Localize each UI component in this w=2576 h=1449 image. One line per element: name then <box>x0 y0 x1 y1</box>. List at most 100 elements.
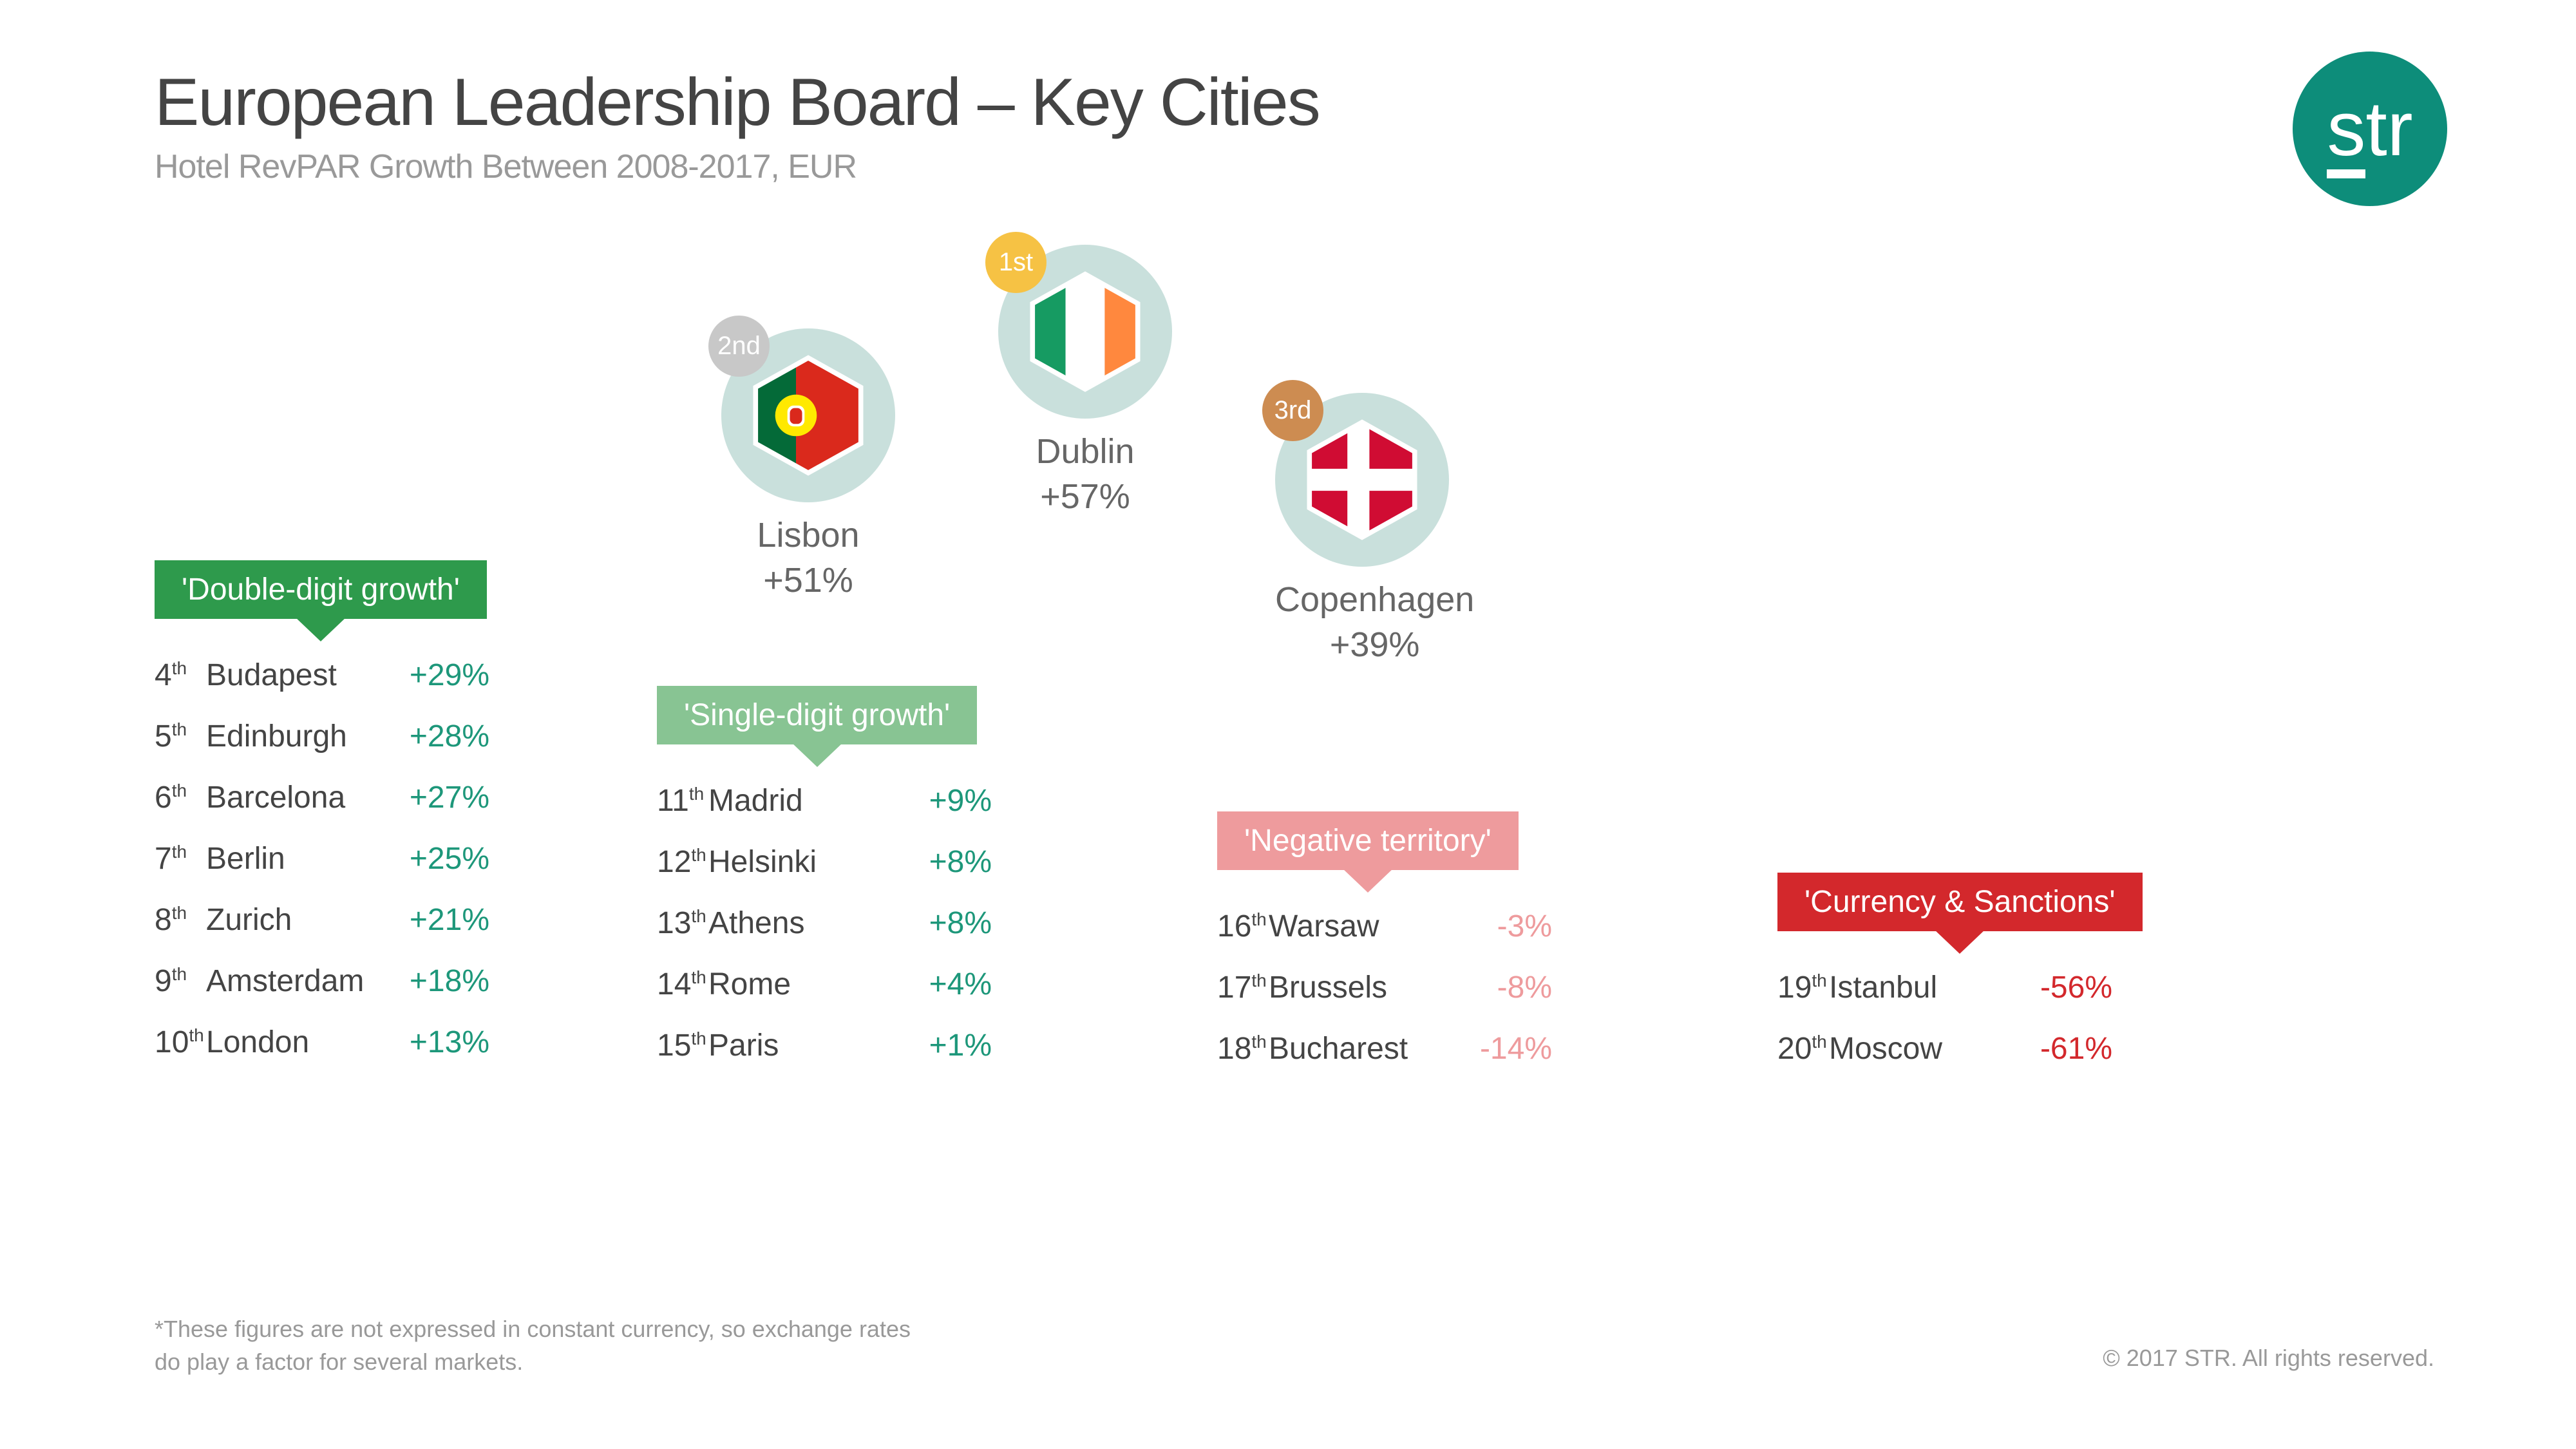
rank: 15th <box>657 1028 708 1063</box>
growth-value: +18% <box>393 963 489 999</box>
rank: 11th <box>657 783 708 819</box>
city-name: London <box>206 1025 393 1060</box>
category-header: 'Single-digit growth' <box>657 686 977 744</box>
city-row: 9th Amsterdam +18% <box>155 963 489 999</box>
rank: 7th <box>155 841 206 876</box>
category-block: 'Double-digit growth' 4th Budapest +29% … <box>155 560 489 1086</box>
chevron-down-icon <box>1934 929 1985 954</box>
growth-value: +28% <box>393 719 489 754</box>
city-row: 4th Budapest +29% <box>155 658 489 693</box>
category-block: 'Single-digit growth' 11th Madrid +9% 12… <box>657 686 992 1089</box>
city-row: 14th Rome +4% <box>657 967 992 1002</box>
city-name: Warsaw <box>1269 909 1455 944</box>
city-name: Zurich <box>206 902 393 938</box>
city-row: 19th Istanbul -56% <box>1777 970 2143 1005</box>
podium-value: +57% <box>998 477 1172 516</box>
city-row: 5th Edinburgh +28% <box>155 719 489 754</box>
city-name: Berlin <box>206 841 393 876</box>
city-row: 16th Warsaw -3% <box>1217 909 1552 944</box>
rank: 4th <box>155 658 206 693</box>
category-list: 19th Istanbul -56% 20th Moscow -61% <box>1777 970 2143 1066</box>
rank: 16th <box>1217 909 1269 944</box>
city-name: Edinburgh <box>206 719 393 754</box>
category-block: 'Negative territory' 16th Warsaw -3% 17t… <box>1217 811 1552 1092</box>
growth-value: +8% <box>895 905 992 941</box>
flag-icon <box>1301 419 1423 541</box>
city-name: Istanbul <box>1829 970 2016 1005</box>
growth-value: +29% <box>393 658 489 693</box>
city-row: 18th Bucharest -14% <box>1217 1031 1552 1066</box>
growth-value: +21% <box>393 902 489 938</box>
city-row: 20th Moscow -61% <box>1777 1031 2143 1066</box>
city-name: Brussels <box>1269 970 1455 1005</box>
city-name: Budapest <box>206 658 393 693</box>
growth-value: +9% <box>895 783 992 819</box>
city-name: Madrid <box>708 783 895 819</box>
city-row: 11th Madrid +9% <box>657 783 992 819</box>
rank: 18th <box>1217 1031 1269 1066</box>
rank: 12th <box>657 844 708 880</box>
city-name: Athens <box>708 905 895 941</box>
chevron-down-icon <box>295 617 346 641</box>
category-header: 'Double-digit growth' <box>155 560 487 619</box>
growth-value: +4% <box>895 967 992 1002</box>
footnote: *These figures are not expressed in cons… <box>155 1313 911 1378</box>
podium-item: 1st Dublin +57% <box>998 245 1172 516</box>
category-header: 'Currency & Sanctions' <box>1777 873 2143 931</box>
flag-icon <box>1024 270 1146 393</box>
podium-item: 2nd Lisbon +51% <box>721 328 895 600</box>
city-row: 6th Barcelona +27% <box>155 780 489 815</box>
page-subtitle: Hotel RevPAR Growth Between 2008-2017, E… <box>155 147 2421 186</box>
category-list: 4th Budapest +29% 5th Edinburgh +28% 6th… <box>155 658 489 1060</box>
podium-city: Lisbon <box>721 515 895 555</box>
city-name: Helsinki <box>708 844 895 880</box>
chevron-down-icon <box>791 743 843 767</box>
growth-value: +27% <box>393 780 489 815</box>
podium-value: +39% <box>1275 625 1474 665</box>
flag-icon <box>747 354 869 477</box>
city-row: 15th Paris +1% <box>657 1028 992 1063</box>
city-name: Barcelona <box>206 780 393 815</box>
rank: 14th <box>657 967 708 1002</box>
rank: 17th <box>1217 970 1269 1005</box>
copyright: © 2017 STR. All rights reserved. <box>2103 1345 2434 1372</box>
rank: 13th <box>657 905 708 941</box>
city-row: 8th Zurich +21% <box>155 902 489 938</box>
city-name: Moscow <box>1829 1031 2016 1066</box>
growth-value: +25% <box>393 841 489 876</box>
city-row: 13th Athens +8% <box>657 905 992 941</box>
podium-value: +51% <box>721 560 895 600</box>
city-row: 7th Berlin +25% <box>155 841 489 876</box>
podium-city: Copenhagen <box>1275 580 1474 620</box>
category-list: 16th Warsaw -3% 17th Brussels -8% 18th B… <box>1217 909 1552 1066</box>
str-logo: str <box>2293 52 2447 206</box>
growth-value: -14% <box>1455 1031 1552 1066</box>
podium-city: Dublin <box>998 431 1172 471</box>
growth-value: +13% <box>393 1025 489 1060</box>
rank: 20th <box>1777 1031 1829 1066</box>
city-row: 10th London +13% <box>155 1025 489 1060</box>
rank: 6th <box>155 780 206 815</box>
city-name: Paris <box>708 1028 895 1063</box>
city-name: Amsterdam <box>206 963 393 999</box>
page-title: European Leadership Board – Key Cities <box>155 64 2421 141</box>
flag-circle: 2nd <box>721 328 895 502</box>
growth-value: -8% <box>1455 970 1552 1005</box>
podium-item: 3rd Copenhagen +39% <box>1275 393 1474 665</box>
city-row: 17th Brussels -8% <box>1217 970 1552 1005</box>
city-name: Bucharest <box>1269 1031 1455 1066</box>
flag-circle: 3rd <box>1275 393 1449 567</box>
growth-value: -56% <box>2016 970 2112 1005</box>
growth-value: +1% <box>895 1028 992 1063</box>
rank: 10th <box>155 1025 206 1060</box>
category-list: 11th Madrid +9% 12th Helsinki +8% 13th A… <box>657 783 992 1063</box>
city-name: Rome <box>708 967 895 1002</box>
rank: 8th <box>155 902 206 938</box>
growth-value: +8% <box>895 844 992 880</box>
header: European Leadership Board – Key Cities H… <box>155 64 2421 186</box>
rank: 19th <box>1777 970 1829 1005</box>
growth-value: -3% <box>1455 909 1552 944</box>
podium-row: 2nd Lisbon +51% 1st Dublin +57% 3rd Cope… <box>670 245 1526 665</box>
chevron-down-icon <box>1342 868 1394 893</box>
category-block: 'Currency & Sanctions' 19th Istanbul -56… <box>1777 873 2143 1092</box>
